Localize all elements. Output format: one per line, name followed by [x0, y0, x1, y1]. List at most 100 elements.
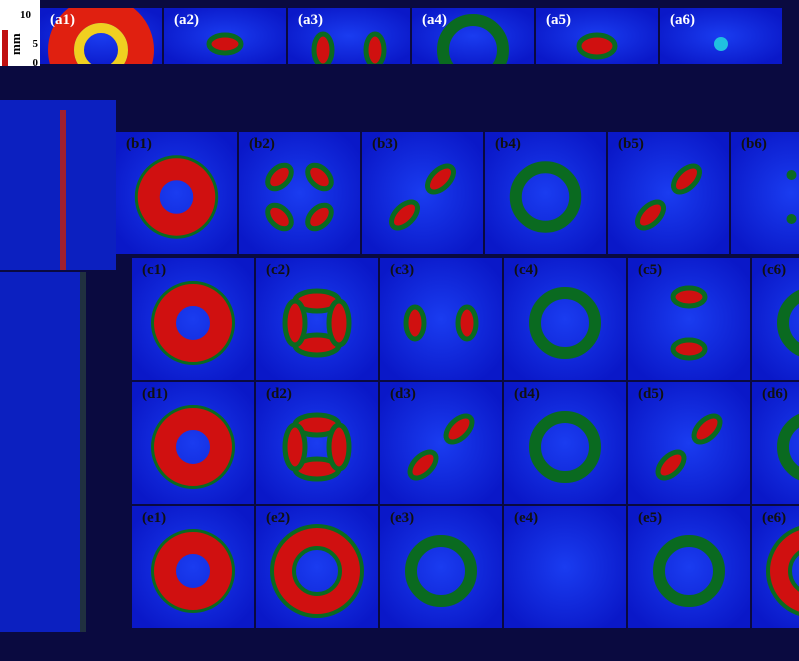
panel: (c6) [752, 258, 799, 380]
ring [48, 8, 154, 64]
dot [786, 170, 797, 180]
tick-label: 10 [20, 9, 32, 21]
panel: (a5) [536, 8, 658, 64]
panel: (d4) [504, 382, 626, 504]
lobe [311, 31, 335, 64]
panel-label: (e6) [762, 510, 786, 526]
panel-image [731, 132, 799, 254]
panel-label: (d1) [142, 386, 168, 402]
lobe [655, 449, 687, 481]
panel-label: (a4) [422, 12, 447, 28]
panel-bg [628, 506, 750, 628]
ring [653, 535, 725, 607]
panel: (b5) [608, 132, 729, 254]
panel-label: (c4) [514, 262, 538, 278]
panel-image [752, 506, 799, 628]
lobe [455, 304, 479, 342]
panel: (c4) [504, 258, 626, 380]
ring [405, 535, 477, 607]
panel-label: (b2) [249, 136, 275, 152]
ring [74, 23, 128, 64]
panel-label: (a2) [174, 12, 199, 28]
dot [714, 37, 728, 51]
panel-label: (c1) [142, 262, 166, 278]
panel: (b1) [116, 132, 237, 254]
panel: (d5) [628, 382, 750, 504]
lobe [326, 422, 352, 472]
panel-bg [752, 258, 799, 380]
ring [274, 528, 360, 614]
panel: (e2) [256, 506, 378, 628]
lobe [363, 31, 387, 64]
panel-image [628, 506, 750, 628]
panel-label: (d6) [762, 386, 788, 402]
panel-bg [239, 132, 360, 254]
lobe [389, 199, 420, 231]
dot [786, 214, 797, 224]
panel-image [362, 132, 483, 254]
lobe [407, 449, 439, 481]
panel-image [164, 8, 286, 64]
lobe [305, 202, 334, 232]
panel-image [504, 382, 626, 504]
colorbar [2, 30, 8, 66]
panel-bg [485, 132, 606, 254]
panel-bg [380, 506, 502, 628]
panel: (d6) [752, 382, 799, 504]
lobe [305, 162, 334, 192]
panel-label: (b5) [618, 136, 644, 152]
panel-image [485, 132, 606, 254]
lobe [265, 202, 294, 232]
panel-label: (c5) [638, 262, 662, 278]
panel-image [256, 258, 378, 380]
ring [529, 287, 601, 359]
panel: (b2) [239, 132, 360, 254]
panel-image [504, 258, 626, 380]
panel: (d2) [256, 382, 378, 504]
panel-label: (c2) [266, 262, 290, 278]
lobe [691, 413, 723, 445]
panel: (e4) [504, 506, 626, 628]
lobe [206, 32, 244, 56]
panel-label: (e5) [638, 510, 662, 526]
ring [137, 158, 216, 236]
panel-image [380, 258, 502, 380]
panel: (a3) [288, 8, 410, 64]
panel: (d3) [380, 382, 502, 504]
panel-image [40, 8, 162, 64]
panel-label: (c3) [390, 262, 414, 278]
lobe [576, 32, 618, 60]
fragment [0, 272, 80, 632]
panel-image [380, 506, 502, 628]
panel-bg [380, 382, 502, 504]
panel-bg [504, 382, 626, 504]
panel-bg [660, 8, 782, 64]
panel-bg [288, 8, 410, 64]
panel-bg [380, 258, 502, 380]
fragment [60, 110, 66, 270]
panel: (e6) [752, 506, 799, 628]
lobe [265, 162, 294, 192]
panel-image [116, 132, 237, 254]
panel-image [132, 382, 254, 504]
panel-label: (b3) [372, 136, 398, 152]
lobe [670, 337, 708, 361]
panel-label: (b1) [126, 136, 152, 152]
panel-label: (d5) [638, 386, 664, 402]
lobe [425, 163, 456, 195]
panel-bg [628, 382, 750, 504]
lobe [443, 413, 475, 445]
ring [777, 413, 799, 481]
fragment [0, 100, 116, 270]
panel-image [628, 258, 750, 380]
panel-label: (a6) [670, 12, 695, 28]
panel-image [536, 8, 658, 64]
ring [770, 530, 799, 612]
ring [777, 289, 799, 357]
tick-label: 5 [33, 38, 39, 50]
panel-bg [504, 258, 626, 380]
panel: (a1) [40, 8, 162, 64]
panel: (c3) [380, 258, 502, 380]
panel: (d1) [132, 382, 254, 504]
